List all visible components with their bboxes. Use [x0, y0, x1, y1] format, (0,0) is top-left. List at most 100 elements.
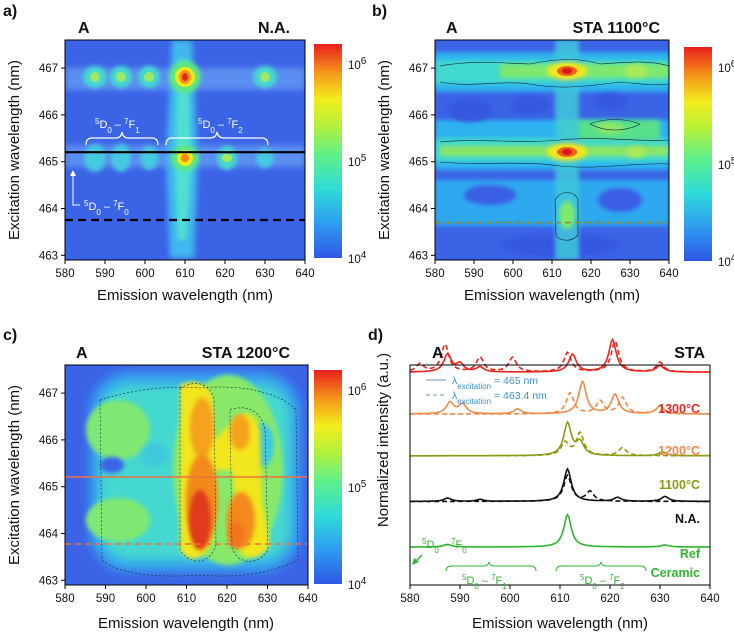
annotation-5d0-7f1: 5D0 – 7F1 [95, 117, 140, 135]
panel-d-brace-7f1 [445, 561, 537, 572]
panel-b-label: b) [372, 3, 387, 20]
x-tick-label: 590 [450, 593, 469, 605]
x-tick-label: 580 [400, 593, 419, 605]
x-tick-label: 580 [425, 268, 444, 280]
panel-a-axes: 580 590 600 610 620 630 640 467 466 465 464 463 [39, 63, 315, 280]
panel-a-colorbar [314, 44, 342, 258]
heatmap-hole [592, 93, 628, 111]
heatmap-peak [626, 146, 646, 158]
x-tick-label: 600 [500, 593, 519, 605]
heatmap-contour [589, 119, 641, 131]
heatmap-hole [598, 188, 642, 212]
y-tick-label: 465 [39, 482, 58, 494]
series-label-1200: 1200°C [658, 444, 700, 458]
heatmap-peak [181, 154, 189, 162]
colorbar-tick-label: 104 [348, 250, 367, 267]
series-line-1100-c-dashed [410, 430, 710, 457]
x-tick-label: 630 [620, 268, 639, 280]
series-label-ceramic: Ceramic [651, 566, 700, 580]
heatmap-hole [141, 443, 169, 467]
heatmap-peak [90, 72, 100, 82]
x-tick-label: 590 [96, 593, 115, 605]
x-tick-label: 590 [464, 268, 483, 280]
panel-b: b) [372, 3, 734, 304]
panel-b-title: STA 1100°C [573, 20, 661, 37]
series-line-1200-c-dashed [410, 391, 710, 415]
colorbar-tick-label: 104 [718, 253, 734, 270]
series-label-1100: 1100°C [659, 478, 700, 492]
series-line-1200-c-solid [410, 379, 710, 415]
panel-a-xlabel: Emission wavelength (nm) [97, 287, 273, 304]
heatmap-peak [140, 146, 158, 170]
colorbar-tick-label: 105 [348, 152, 367, 169]
y-tick-label: 467 [39, 388, 58, 400]
panel-a-heatmap [65, 40, 305, 258]
series-line-ref-ceramic-solid [410, 513, 710, 548]
heatmap-peak [624, 64, 648, 78]
heatmap-peak [562, 149, 572, 155]
y-tick-label: 466 [39, 110, 58, 122]
y-tick-label: 467 [39, 63, 58, 75]
panel-b-corner-label: A [446, 20, 458, 37]
heatmap-hole [448, 98, 492, 122]
x-tick-label: 580 [55, 268, 74, 280]
arrow-5d0-7f0 [72, 186, 80, 206]
panel-c-axes: 580 590 600 610 620 630 640 467 466 465 464 463 [39, 388, 318, 605]
panel-d-label: d) [368, 327, 383, 344]
panel-d-plot-area [410, 365, 710, 585]
y-tick-label: 464 [39, 204, 59, 216]
x-tick-label: 640 [659, 268, 678, 280]
heatmap-peak [144, 72, 154, 82]
panel-b-colorbar-ticks: 106 105 104 [718, 58, 734, 269]
panel-a: a) [3, 3, 367, 304]
panel-c-heatmap [86, 372, 300, 577]
panel-b-axes: 580 590 600 610 620 630 640 467 466 465 464 463 [409, 63, 679, 280]
y-tick-label: 467 [409, 63, 428, 75]
panel-d-corner-label: A [432, 345, 444, 362]
heatmap-peak [86, 400, 150, 460]
x-tick-label: 580 [55, 593, 74, 605]
y-tick-label: 463 [39, 575, 58, 587]
colorbar-tick-label: 105 [348, 478, 367, 495]
series-line-n-a--dashed [410, 473, 710, 503]
panel-a-colorbar-ticks: 106 105 104 [348, 55, 367, 266]
panel-a-ylabel: Excitation wavelength (nm) [6, 60, 23, 240]
panel-a-corner-label: A [78, 20, 90, 37]
heatmap-peak [260, 72, 270, 82]
x-tick-label: 640 [298, 593, 317, 605]
panel-b-ylabel: Excitation wavelength (nm) [376, 60, 393, 240]
x-tick-label: 610 [550, 593, 569, 605]
heatmap-hole [100, 457, 124, 473]
colorbar-tick-label: 105 [718, 155, 734, 172]
heatmap-peak [562, 68, 572, 74]
x-tick-label: 590 [95, 268, 114, 280]
heatmap-contour [439, 81, 669, 88]
y-tick-label: 464 [409, 204, 429, 216]
panel-d-xlabel: Emission wavelength (nm) [472, 615, 648, 632]
heatmap-contour [439, 161, 669, 168]
heatmap-hole [510, 95, 550, 115]
brace-7f1 [85, 131, 159, 146]
panel-c-title: STA 1200°C [202, 345, 291, 362]
x-tick-label: 630 [650, 593, 669, 605]
x-tick-label: 630 [255, 268, 274, 280]
heatmap-peak [86, 498, 150, 542]
series-label-ref: Ref [680, 547, 701, 561]
x-tick-label: 600 [135, 268, 154, 280]
panel-c-label: c) [3, 327, 17, 344]
panel-d-series [409, 337, 711, 548]
panel-d-axes: 580 590 600 610 620 630 640 [400, 585, 720, 605]
heatmap-peak [256, 148, 274, 168]
panel-d-brace-7f2 [555, 561, 647, 572]
y-tick-label: 466 [409, 110, 428, 122]
panel-c-xlabel: Emission wavelength (nm) [98, 615, 274, 632]
series-line-1300-c-dashed [409, 339, 710, 373]
panel-b-colorbar [684, 47, 712, 261]
heatmap-contour [439, 59, 669, 67]
x-tick-label: 610 [177, 593, 196, 605]
annotation-5d0-7f0: 5D0 – 7F0 [84, 199, 129, 217]
x-tick-label: 620 [581, 268, 600, 280]
x-tick-label: 620 [217, 593, 236, 605]
y-tick-label: 464 [39, 529, 59, 541]
x-tick-label: 620 [215, 268, 234, 280]
